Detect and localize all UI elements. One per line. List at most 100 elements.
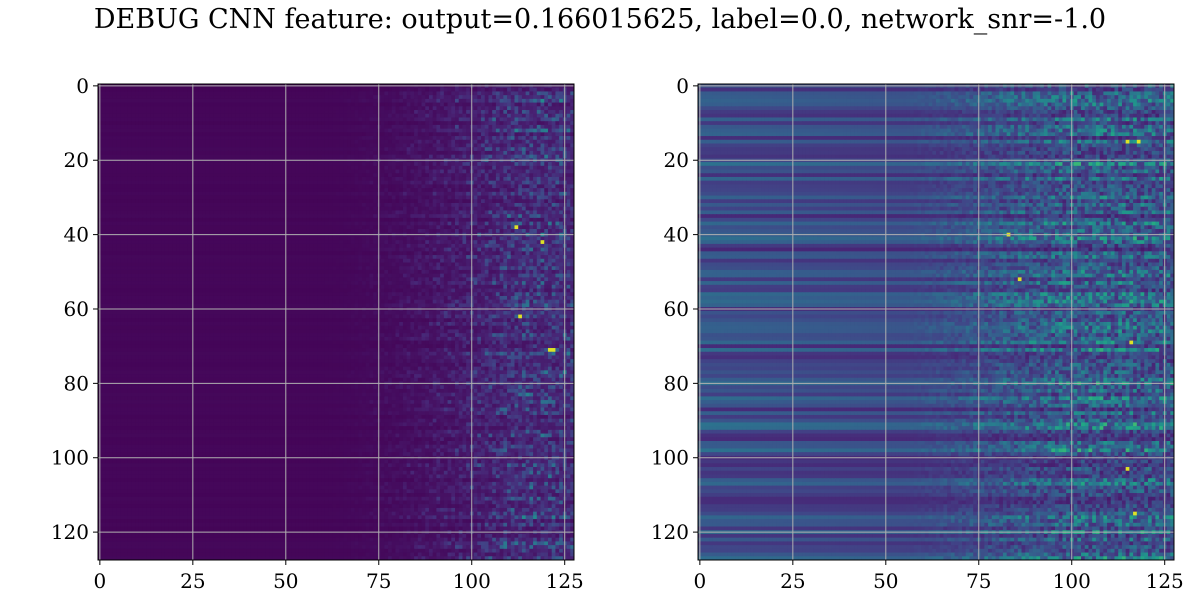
heatmap-cell <box>477 207 481 211</box>
heatmap-cell <box>243 214 247 218</box>
heatmap-cell <box>317 214 321 218</box>
heatmap-cell <box>184 144 188 148</box>
heatmap-cell <box>280 114 284 118</box>
heatmap-cell <box>277 106 281 110</box>
heatmap-cell <box>485 173 489 177</box>
heatmap-cell <box>113 95 117 99</box>
heatmap-cell <box>239 181 243 185</box>
heatmap-cell <box>451 218 455 222</box>
heatmap-cell <box>481 225 485 229</box>
heatmap-cell <box>537 110 541 114</box>
heatmap-cell <box>247 88 251 92</box>
heatmap-cell <box>120 170 124 174</box>
heatmap-cell <box>158 103 162 107</box>
heatmap-cell <box>187 125 191 129</box>
heatmap-cell <box>195 199 199 203</box>
heatmap-cell <box>414 132 418 136</box>
heatmap-cell <box>329 210 333 214</box>
heatmap-cell <box>169 184 173 188</box>
heatmap-cell <box>325 121 329 125</box>
heatmap-cell <box>277 136 281 140</box>
heatmap-cell <box>559 114 563 118</box>
heatmap-cell <box>169 91 173 95</box>
heatmap-cell <box>228 125 232 129</box>
heatmap-cell <box>135 155 139 159</box>
heatmap-cell <box>288 222 292 226</box>
heatmap-cell <box>154 155 158 159</box>
heatmap-cell <box>500 125 504 129</box>
heatmap-cell <box>474 99 478 103</box>
heatmap-cell <box>396 110 400 114</box>
heatmap-cell <box>503 162 507 166</box>
heatmap-cell <box>250 162 254 166</box>
heatmap-cell <box>131 214 135 218</box>
heatmap-cell <box>243 170 247 174</box>
heatmap-cell <box>481 218 485 222</box>
heatmap-cell <box>124 140 128 144</box>
heatmap-cell <box>273 196 277 200</box>
heatmap-cell <box>176 144 180 148</box>
heatmap-cell <box>407 196 411 200</box>
heatmap-cell <box>310 162 314 166</box>
heatmap-cell <box>172 106 176 110</box>
heatmap-cell <box>254 177 258 181</box>
heatmap-cell <box>228 110 232 114</box>
heatmap-cell <box>102 162 106 166</box>
heatmap-cell <box>351 177 355 181</box>
heatmap-cell <box>135 103 139 107</box>
heatmap-cell <box>500 144 504 148</box>
heatmap-cell <box>448 95 452 99</box>
heatmap-cell <box>150 136 154 140</box>
heatmap-cell <box>474 222 478 226</box>
heatmap-cell <box>265 184 269 188</box>
heatmap-cell <box>232 99 236 103</box>
heatmap-cell <box>429 162 433 166</box>
heatmap-cell <box>436 177 440 181</box>
heatmap-cell <box>529 166 533 170</box>
heatmap-cell <box>306 199 310 203</box>
heatmap-cell <box>277 121 281 125</box>
heatmap-cell <box>440 210 444 214</box>
heatmap-cell <box>314 99 318 103</box>
heatmap-cell <box>522 177 526 181</box>
heatmap-cell <box>117 129 121 133</box>
heatmap-cell <box>448 110 452 114</box>
heatmap-cell <box>139 218 143 222</box>
heatmap-cell <box>466 192 470 196</box>
heatmap-cell <box>210 129 214 133</box>
heatmap-cell <box>403 192 407 196</box>
heatmap-cell <box>124 147 128 151</box>
heatmap-cell <box>161 188 165 192</box>
heatmap-cell <box>243 103 247 107</box>
heatmap-cell <box>503 155 507 159</box>
heatmap-cell <box>117 125 121 129</box>
heatmap-cell <box>541 222 545 226</box>
heatmap-cell <box>120 218 124 222</box>
heatmap-cell <box>388 132 392 136</box>
heatmap-cell <box>451 121 455 125</box>
heatmap-cell <box>303 95 307 99</box>
heatmap-cell <box>184 125 188 129</box>
heatmap-cell <box>154 173 158 177</box>
heatmap-cell <box>221 162 225 166</box>
heatmap-cell <box>410 114 414 118</box>
heatmap-cell <box>548 199 552 203</box>
heatmap-cell <box>448 103 452 107</box>
heatmap-cell <box>500 210 504 214</box>
heatmap-cell <box>362 110 366 114</box>
heatmap-cell <box>158 192 162 196</box>
heatmap-cell <box>436 199 440 203</box>
heatmap-cell <box>511 121 515 125</box>
heatmap-cell <box>247 144 251 148</box>
heatmap-cell <box>195 184 199 188</box>
heatmap-cell <box>533 203 537 207</box>
heatmap-cell <box>555 196 559 200</box>
heatmap-cell <box>150 88 154 92</box>
heatmap-cell <box>515 225 519 229</box>
heatmap-cell <box>146 177 150 181</box>
heatmap-cell <box>403 177 407 181</box>
heatmap-cell <box>258 147 262 151</box>
heatmap-cell <box>340 110 344 114</box>
heatmap-cell <box>232 136 236 140</box>
heatmap-cell <box>492 106 496 110</box>
